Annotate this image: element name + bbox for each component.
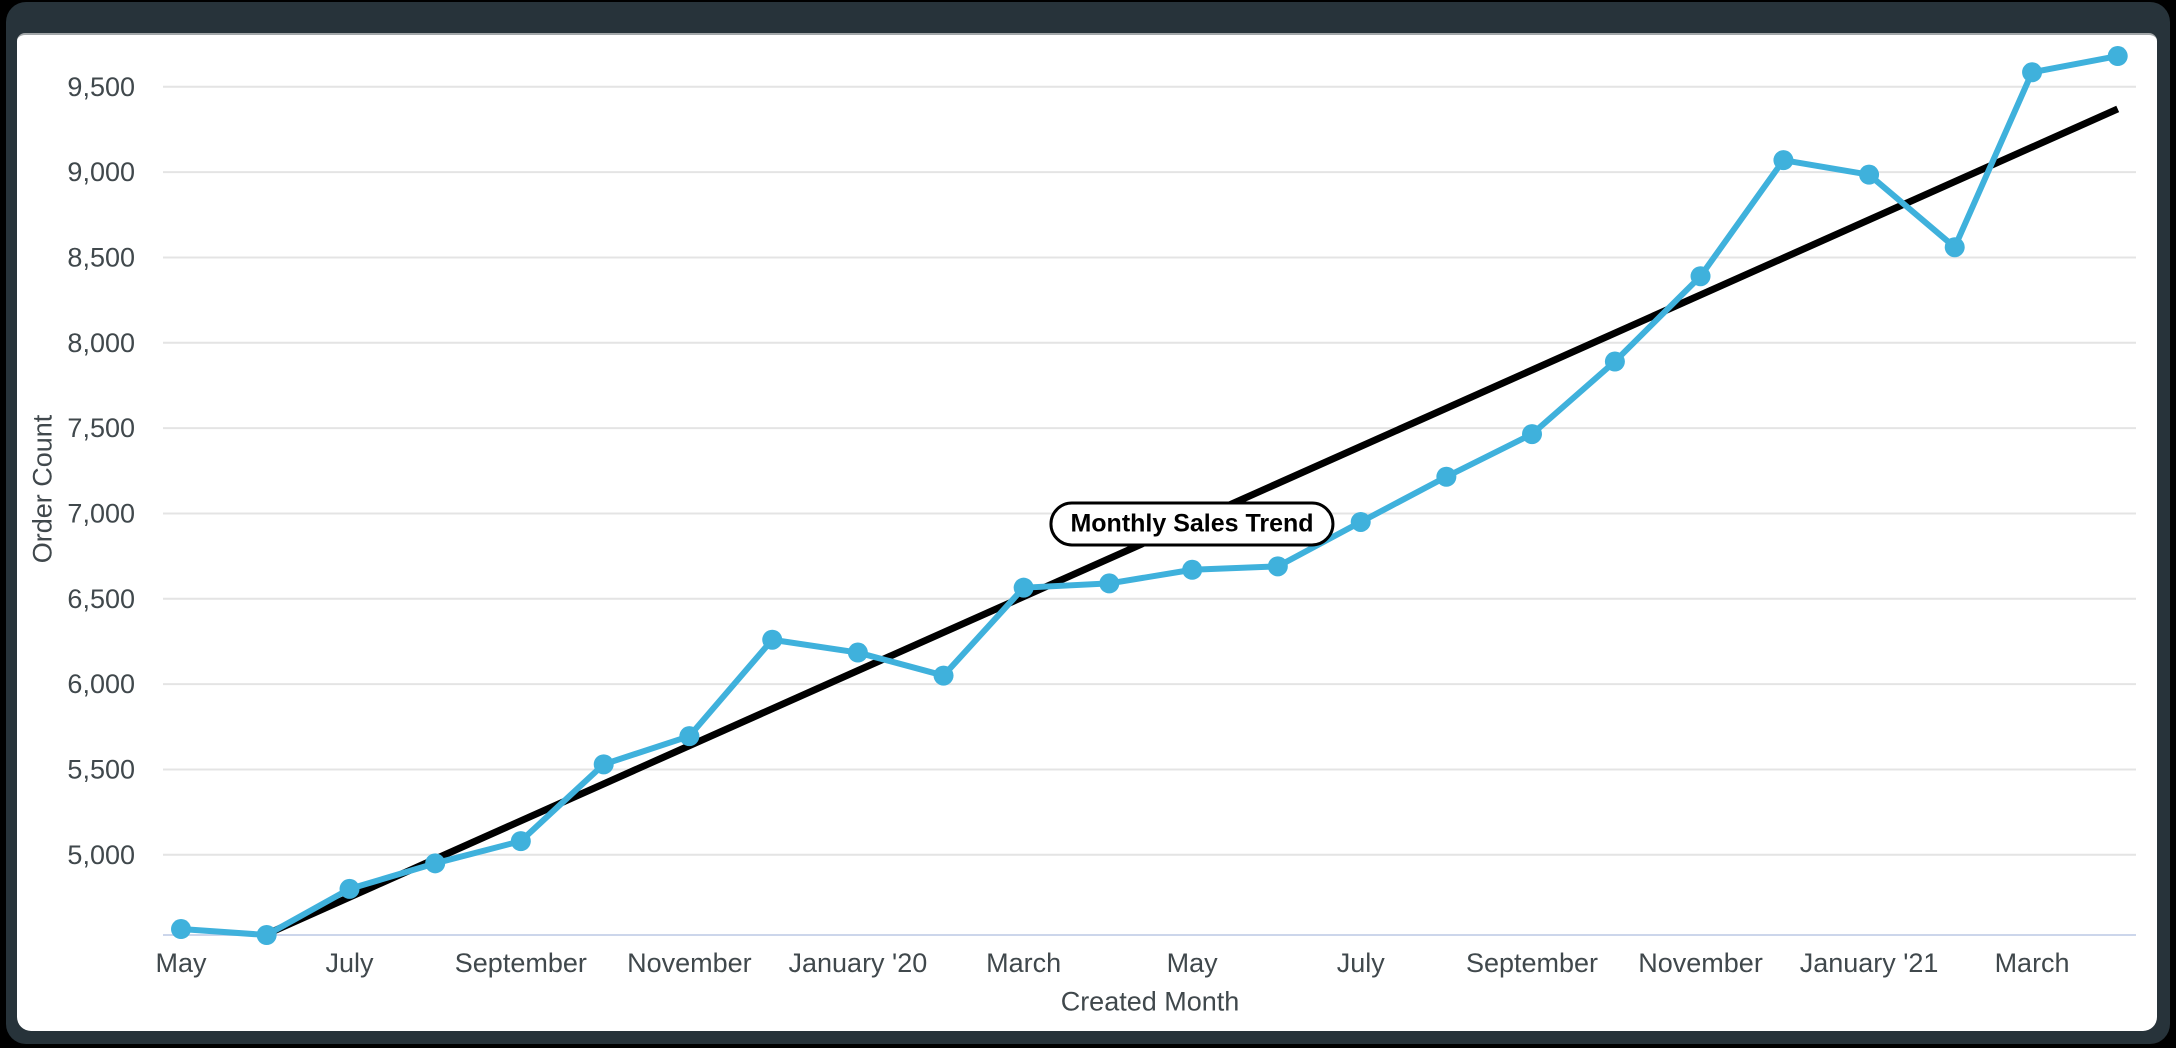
x-tick-label: May bbox=[1167, 948, 1219, 978]
x-tick-label: November bbox=[1638, 948, 1763, 978]
data-point[interactable] bbox=[1773, 150, 1794, 171]
data-point[interactable] bbox=[1350, 511, 1371, 532]
data-point[interactable] bbox=[256, 925, 277, 945]
data-point[interactable] bbox=[339, 878, 360, 899]
x-tick-label: May bbox=[155, 948, 207, 978]
y-axis-title: Order Count bbox=[27, 414, 58, 564]
x-tick-label: January '20 bbox=[789, 948, 928, 978]
x-tick-label: November bbox=[627, 948, 752, 978]
data-point[interactable] bbox=[1436, 466, 1457, 487]
series-line[interactable] bbox=[178, 53, 2121, 938]
data-point[interactable] bbox=[1267, 556, 1288, 577]
y-tick-label: 5,000 bbox=[67, 840, 135, 870]
data-point[interactable] bbox=[1099, 573, 1120, 594]
y-tick-label: 5,500 bbox=[67, 754, 135, 784]
data-point[interactable] bbox=[933, 665, 954, 686]
x-tick-label: September bbox=[1466, 948, 1598, 978]
data-point[interactable] bbox=[425, 853, 446, 874]
data-point[interactable] bbox=[510, 831, 531, 852]
x-tick-label: March bbox=[1995, 948, 2070, 978]
y-tick-label: 9,000 bbox=[67, 157, 135, 187]
data-point[interactable] bbox=[1604, 351, 1625, 372]
data-point[interactable] bbox=[2022, 62, 2043, 83]
data-point[interactable] bbox=[1013, 577, 1034, 598]
data-point[interactable] bbox=[1859, 164, 1880, 185]
x-tick-label: September bbox=[455, 948, 587, 978]
data-point[interactable] bbox=[1944, 237, 1965, 258]
y-tick-label: 6,000 bbox=[67, 669, 135, 699]
y-tick-label: 7,000 bbox=[67, 498, 135, 528]
data-point[interactable] bbox=[2107, 46, 2128, 67]
x-tick-label: July bbox=[326, 948, 375, 978]
data-point[interactable] bbox=[762, 629, 783, 650]
y-tick-label: 8,000 bbox=[67, 328, 135, 358]
data-point[interactable] bbox=[593, 754, 614, 775]
data-point[interactable] bbox=[1690, 266, 1711, 287]
y-tick-label: 6,500 bbox=[67, 584, 135, 614]
chart-title-pill: Monthly Sales Trend bbox=[1049, 501, 1335, 547]
data-point[interactable] bbox=[847, 642, 868, 663]
x-axis-title: Created Month bbox=[1060, 986, 1240, 1017]
x-tick-label: July bbox=[1337, 948, 1386, 978]
x-tick-label: January '21 bbox=[1800, 948, 1939, 978]
data-point[interactable] bbox=[171, 919, 191, 940]
data-point[interactable] bbox=[679, 726, 700, 747]
data-point[interactable] bbox=[1522, 424, 1543, 445]
data-point[interactable] bbox=[1182, 559, 1203, 580]
y-tick-label: 8,500 bbox=[67, 242, 135, 272]
y-tick-label: 7,500 bbox=[67, 413, 135, 443]
x-tick-label: March bbox=[986, 948, 1061, 978]
y-tick-label: 9,500 bbox=[67, 72, 135, 102]
